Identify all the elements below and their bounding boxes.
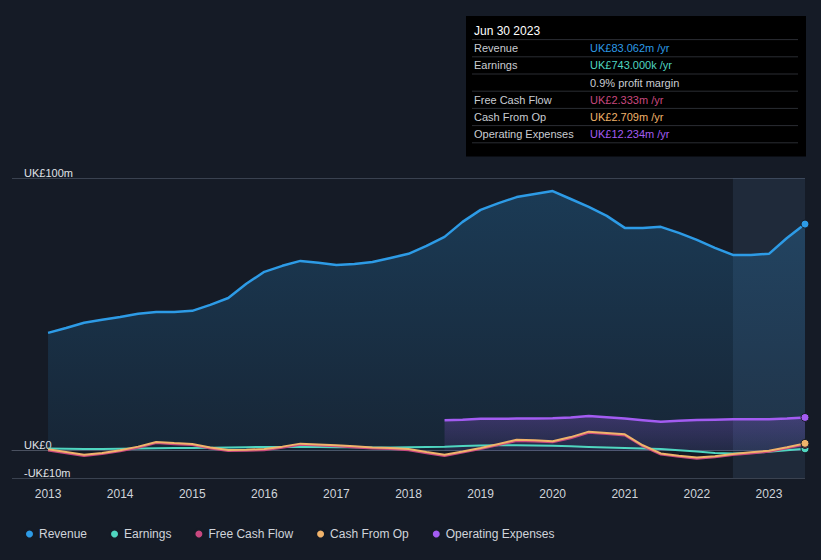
- svg-text:Operating Expenses: Operating Expenses: [474, 128, 574, 140]
- svg-text:0.9% profit margin: 0.9% profit margin: [590, 77, 679, 89]
- svg-text:-UK£10m: -UK£10m: [24, 467, 70, 479]
- svg-text:Free Cash Flow: Free Cash Flow: [474, 94, 552, 106]
- svg-text:Revenue: Revenue: [474, 42, 518, 54]
- svg-text:2023: 2023: [756, 487, 783, 501]
- svg-text:UK£12.234m /yr: UK£12.234m /yr: [590, 128, 670, 140]
- svg-text:2016: 2016: [251, 487, 278, 501]
- svg-text:Earnings: Earnings: [124, 527, 171, 541]
- svg-text:2019: 2019: [467, 487, 494, 501]
- svg-text:Jun 30 2023: Jun 30 2023: [474, 24, 540, 38]
- svg-text:Revenue: Revenue: [39, 527, 87, 541]
- svg-text:2014: 2014: [107, 487, 134, 501]
- svg-text:2015: 2015: [179, 487, 206, 501]
- svg-text:UK£100m: UK£100m: [24, 167, 73, 179]
- svg-text:2017: 2017: [323, 487, 350, 501]
- svg-text:UK£743.000k /yr: UK£743.000k /yr: [590, 59, 672, 71]
- svg-text:2018: 2018: [395, 487, 422, 501]
- svg-text:2013: 2013: [35, 487, 62, 501]
- svg-text:Cash From Op: Cash From Op: [330, 527, 409, 541]
- svg-text:2020: 2020: [539, 487, 566, 501]
- svg-text:UK£2.709m /yr: UK£2.709m /yr: [590, 111, 664, 123]
- svg-text:2022: 2022: [684, 487, 711, 501]
- svg-text:2021: 2021: [611, 487, 638, 501]
- svg-text:UK£2.333m /yr: UK£2.333m /yr: [590, 94, 664, 106]
- svg-text:Operating Expenses: Operating Expenses: [446, 527, 555, 541]
- svg-text:Free Cash Flow: Free Cash Flow: [208, 527, 293, 541]
- svg-text:Cash From Op: Cash From Op: [474, 111, 546, 123]
- svg-text:UK£0: UK£0: [24, 439, 52, 451]
- svg-text:UK£83.062m /yr: UK£83.062m /yr: [590, 42, 670, 54]
- svg-text:Earnings: Earnings: [474, 59, 518, 71]
